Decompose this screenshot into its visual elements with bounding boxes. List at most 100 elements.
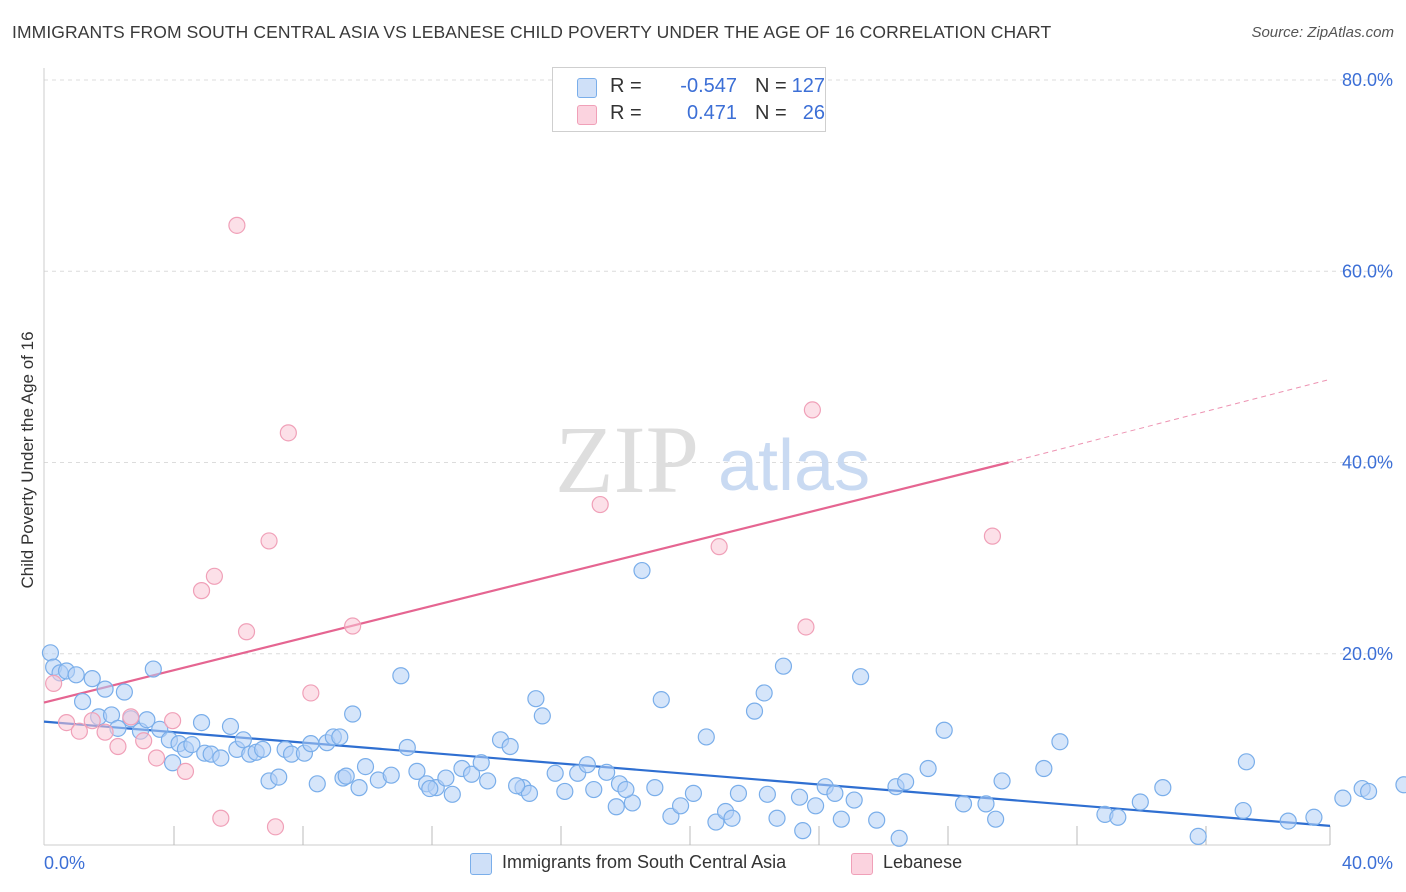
point-lebanese: [279, 424, 297, 442]
point-immigrants: [501, 737, 519, 756]
legend-n-value: 127: [791, 75, 825, 97]
point-immigrants: [755, 684, 773, 702]
legend-r-value: 0.471: [686, 102, 737, 124]
point-immigrants: [1189, 827, 1207, 845]
point-immigrants: [826, 784, 844, 802]
trend-line-lebanese: [43, 461, 1009, 704]
legend-n-label: N =: [755, 75, 787, 97]
point-immigrants: [546, 764, 564, 782]
point-immigrants: [462, 765, 481, 783]
point-immigrants: [671, 797, 690, 815]
legend-n-label: N =: [755, 102, 787, 124]
point-immigrants: [212, 749, 230, 767]
point-immigrants: [83, 670, 101, 688]
legend-swatch-pink: [577, 105, 597, 125]
point-immigrants: [192, 713, 211, 732]
point-immigrants: [115, 683, 133, 701]
point-immigrants: [508, 777, 526, 795]
point-lebanese: [109, 737, 127, 756]
point-immigrants: [96, 680, 114, 698]
point-lebanese: [83, 712, 101, 730]
point-lebanese: [797, 618, 815, 636]
point-immigrants: [745, 702, 764, 720]
point-immigrants: [1051, 733, 1069, 751]
point-immigrants: [987, 810, 1005, 828]
point-immigrants: [897, 773, 915, 791]
point-immigrants: [852, 668, 870, 686]
point-immigrants: [1334, 789, 1352, 807]
point-immigrants: [67, 666, 85, 684]
point-immigrants: [607, 798, 625, 816]
legend-n-value: 26: [802, 102, 825, 124]
point-lebanese: [70, 722, 88, 740]
point-immigrants: [832, 810, 850, 828]
y-axis-label: Child Poverty Under the Age of 16: [18, 331, 37, 589]
point-lebanese: [266, 818, 285, 836]
point-immigrants: [868, 811, 886, 829]
point-immigrants: [1237, 753, 1256, 771]
legend-r-label: R =: [610, 75, 642, 97]
point-immigrants: [794, 822, 812, 840]
point-immigrants: [578, 756, 596, 774]
point-immigrants: [382, 766, 400, 784]
point-immigrants: [350, 779, 368, 797]
legend-r-value: -0.547: [680, 75, 737, 97]
point-immigrants: [585, 780, 603, 799]
legend-swatch-blue: [470, 853, 492, 875]
point-immigrants: [729, 784, 748, 802]
point-immigrants: [1395, 776, 1406, 794]
point-lebanese: [192, 582, 211, 600]
point-immigrants: [144, 660, 162, 678]
point-immigrants: [356, 757, 375, 776]
point-immigrants: [993, 772, 1011, 790]
correlation-legend: R = -0.547 N = 127 R = 0.471 N = 26: [552, 67, 826, 132]
point-immigrants: [520, 784, 539, 802]
axes: [43, 68, 1331, 846]
watermark-atlas: atlas: [718, 426, 870, 506]
point-immigrants: [308, 775, 326, 793]
point-immigrants: [935, 721, 953, 739]
point-lebanese: [45, 674, 63, 692]
point-immigrants: [302, 735, 320, 753]
legend-r-label: R =: [610, 102, 642, 124]
point-immigrants: [221, 717, 240, 736]
point-immigrants: [845, 791, 863, 809]
x-tick-label: 0.0%: [44, 853, 85, 873]
point-lebanese: [591, 495, 609, 514]
point-immigrants: [1035, 759, 1053, 778]
point-lebanese: [302, 684, 320, 702]
point-immigrants: [1109, 808, 1127, 826]
gridlines: [44, 79, 1394, 655]
point-immigrants: [806, 797, 825, 815]
point-immigrants: [183, 735, 201, 754]
point-immigrants: [598, 763, 616, 781]
point-lebanese: [344, 617, 362, 635]
point-immigrants: [421, 779, 439, 798]
point-immigrants: [331, 728, 349, 746]
point-immigrants: [1359, 782, 1378, 801]
point-immigrants: [270, 768, 288, 786]
point-lebanese: [983, 527, 1002, 545]
point-lebanese: [205, 567, 223, 585]
trend-line-lebanese-extension: [1008, 378, 1331, 463]
y-tick-label: 60.0%: [1342, 261, 1393, 281]
point-immigrants: [344, 705, 362, 723]
watermark: ZIP atlas: [555, 406, 870, 513]
point-lebanese: [96, 723, 114, 741]
point-immigrants: [408, 762, 426, 780]
point-immigrants: [151, 720, 169, 738]
point-immigrants: [919, 759, 937, 778]
data-points: [41, 216, 1406, 847]
point-immigrants: [164, 754, 182, 772]
point-immigrants: [254, 740, 272, 758]
point-lebanese: [164, 712, 182, 730]
legend-swatch-blue: [577, 78, 597, 98]
point-lebanese: [237, 623, 256, 641]
chart-title: IMMIGRANTS FROM SOUTH CENTRAL ASIA VS LE…: [12, 22, 1052, 42]
point-immigrants: [527, 690, 545, 708]
point-immigrants: [723, 809, 741, 827]
point-immigrants: [707, 813, 725, 831]
point-immigrants: [697, 728, 715, 746]
point-immigrants: [472, 754, 490, 772]
